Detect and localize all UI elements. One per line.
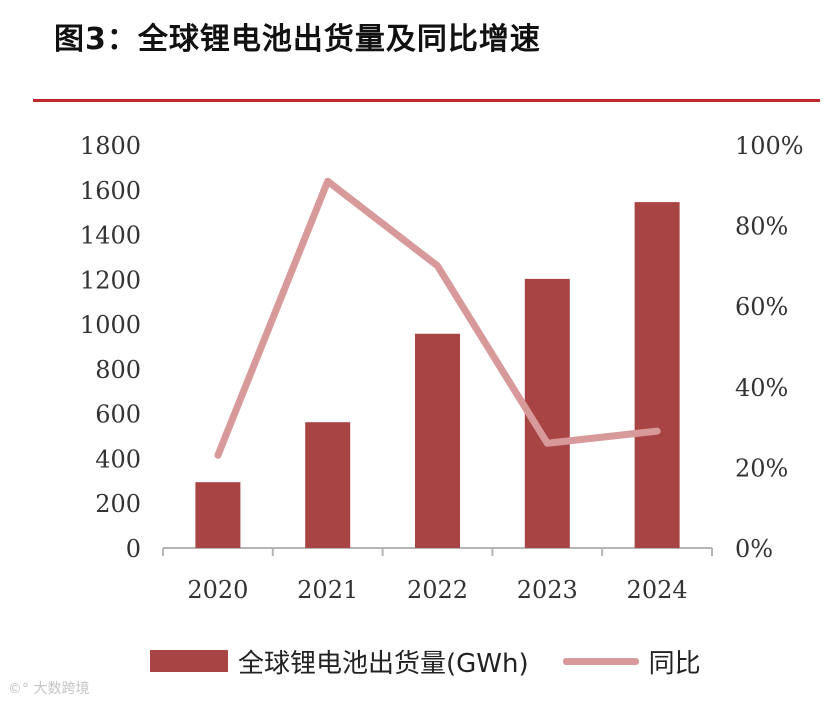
y-left-tick-label: 0 [126,535,141,563]
watermark-logo-icon: ©° [8,681,29,697]
y-left-tick-label: 1800 [80,132,141,160]
y-right-tick-label: 60% [735,293,788,321]
y-left-tick-label: 1600 [80,177,141,205]
x-tick-label: 2021 [297,576,358,604]
x-tick-label: 2022 [407,576,468,604]
bar-2024 [634,202,680,548]
y-left-tick-label: 1000 [80,311,141,339]
legend-line-swatch [562,657,639,665]
y-left-tick-label: 800 [95,356,141,384]
y-right-tick-label: 80% [735,213,788,241]
y-left-tick-label: 400 [95,445,141,473]
legend-line-label: 同比 [648,648,701,679]
y-left-tick-label: 200 [95,490,141,518]
x-tick-label: 2020 [187,576,248,604]
watermark: ©° 大数跨境 [8,678,89,698]
legend-bar-label: 全球锂电池出货量(GWh) [238,648,529,679]
y-left-tick-label: 1400 [80,222,141,250]
legend-bar-swatch [150,650,228,672]
y-right-tick-label: 100% [735,132,804,160]
watermark-text: 大数跨境 [33,681,90,697]
y-right-tick-label: 40% [735,374,788,402]
legend: 全球锂电池出货量(GWh) 同比 [150,640,701,682]
bar-2022 [415,333,460,548]
title-divider [33,99,820,102]
y-right-tick-label: 20% [735,454,788,482]
y-left-tick-label: 600 [95,401,141,429]
y-right-tick-label: 0% [735,535,773,563]
x-tick-label: 2024 [627,576,688,604]
chart-title: 图3：全球锂电池出货量及同比增速 [54,22,541,57]
bar-2021 [305,422,351,548]
chart-svg: 0 200 400 600 800 1000 1200 1400 1600 1800 0% 20% 40… [80,132,804,604]
bar-2020 [195,482,241,548]
y-left-tick-label: 1200 [80,266,141,294]
x-tick-label: 2023 [517,576,578,604]
